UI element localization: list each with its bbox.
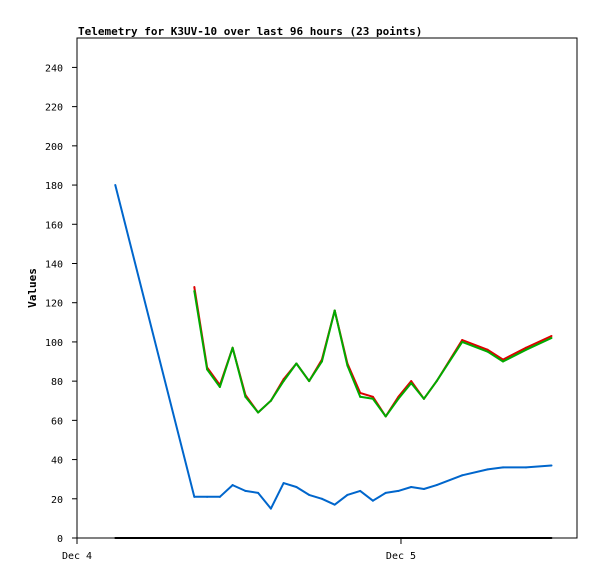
- data-point: [461, 340, 464, 343]
- y-tick-label: 20: [51, 495, 63, 506]
- data-point: [422, 487, 425, 490]
- data-point: [231, 346, 234, 349]
- data-point: [244, 395, 247, 398]
- data-point: [550, 335, 553, 338]
- data-point: [320, 360, 323, 363]
- data-point: [502, 360, 505, 363]
- data-point: [524, 346, 527, 349]
- data-point: [333, 503, 336, 506]
- data-point: [524, 348, 527, 351]
- data-point: [410, 486, 413, 489]
- x-tick-label: Dec 4: [62, 551, 92, 562]
- data-point: [231, 484, 234, 487]
- y-tick-label: 80: [51, 377, 63, 388]
- data-point: [257, 411, 260, 414]
- data-point: [269, 507, 272, 510]
- y-axis-label: Values: [26, 268, 39, 308]
- data-point: [397, 397, 400, 400]
- y-tick-label: 180: [45, 181, 63, 192]
- data-point: [384, 415, 387, 418]
- data-point: [410, 382, 413, 385]
- data-point: [206, 368, 209, 371]
- data-point: [257, 491, 260, 494]
- data-point: [282, 380, 285, 383]
- data-point: [193, 495, 196, 498]
- data-point: [524, 466, 527, 469]
- data-point: [371, 397, 374, 400]
- data-point: [384, 491, 387, 494]
- data-point: [282, 482, 285, 485]
- x-tick-label: Dec 5: [386, 551, 416, 562]
- y-axis-ticks: 0 20 40 60 80 100 120 140 160 180 200 220 240: [45, 63, 77, 545]
- y-tick-label: 120: [45, 299, 63, 310]
- chart-title: Telemetry for K3UV-10 over last 96 hours…: [78, 25, 422, 38]
- data-point: [308, 380, 311, 383]
- y-tick-label: 140: [45, 259, 63, 270]
- data-point: [550, 464, 553, 467]
- data-point: [193, 286, 196, 289]
- data-point: [295, 362, 298, 365]
- data-point: [359, 489, 362, 492]
- data-point: [359, 395, 362, 398]
- data-point: [346, 493, 349, 496]
- data-point: [320, 497, 323, 500]
- data-point: [486, 468, 489, 471]
- data-point: [397, 489, 400, 492]
- y-tick-label: 0: [57, 534, 63, 545]
- data-point: [333, 309, 336, 312]
- data-point: [550, 337, 553, 339]
- data-point: [435, 380, 438, 383]
- data-point: [308, 493, 311, 496]
- data-point: [371, 395, 374, 398]
- data-point: [502, 466, 505, 469]
- plot-frame: [76, 37, 578, 539]
- data-point: [295, 486, 298, 489]
- y-tick-label: 240: [45, 63, 63, 74]
- data-point: [422, 397, 425, 400]
- x-axis-ticks: Dec 4 Dec 5: [62, 538, 416, 562]
- data-point: [114, 184, 117, 187]
- y-tick-label: 220: [45, 103, 63, 114]
- data-point: [114, 537, 117, 539]
- data-point: [435, 484, 438, 487]
- y-tick-label: 160: [45, 220, 63, 231]
- data-point: [206, 495, 209, 498]
- data-point: [244, 489, 247, 492]
- data-point: [410, 380, 413, 383]
- data-point: [486, 348, 489, 351]
- y-tick-label: 100: [45, 338, 63, 349]
- y-tick-label: 200: [45, 142, 63, 153]
- data-point: [550, 537, 553, 539]
- data-point: [193, 289, 196, 292]
- y-tick-label: 60: [51, 416, 63, 427]
- data-point: [218, 495, 221, 498]
- data-point: [218, 386, 221, 389]
- data-point: [461, 474, 464, 477]
- series-lines: [114, 184, 553, 539]
- series-line-3: [114, 184, 552, 510]
- data-point: [346, 364, 349, 367]
- y-tick-label: 40: [51, 456, 63, 467]
- data-point: [461, 338, 464, 341]
- data-point: [486, 350, 489, 353]
- data-point: [269, 399, 272, 402]
- data-point: [371, 499, 374, 502]
